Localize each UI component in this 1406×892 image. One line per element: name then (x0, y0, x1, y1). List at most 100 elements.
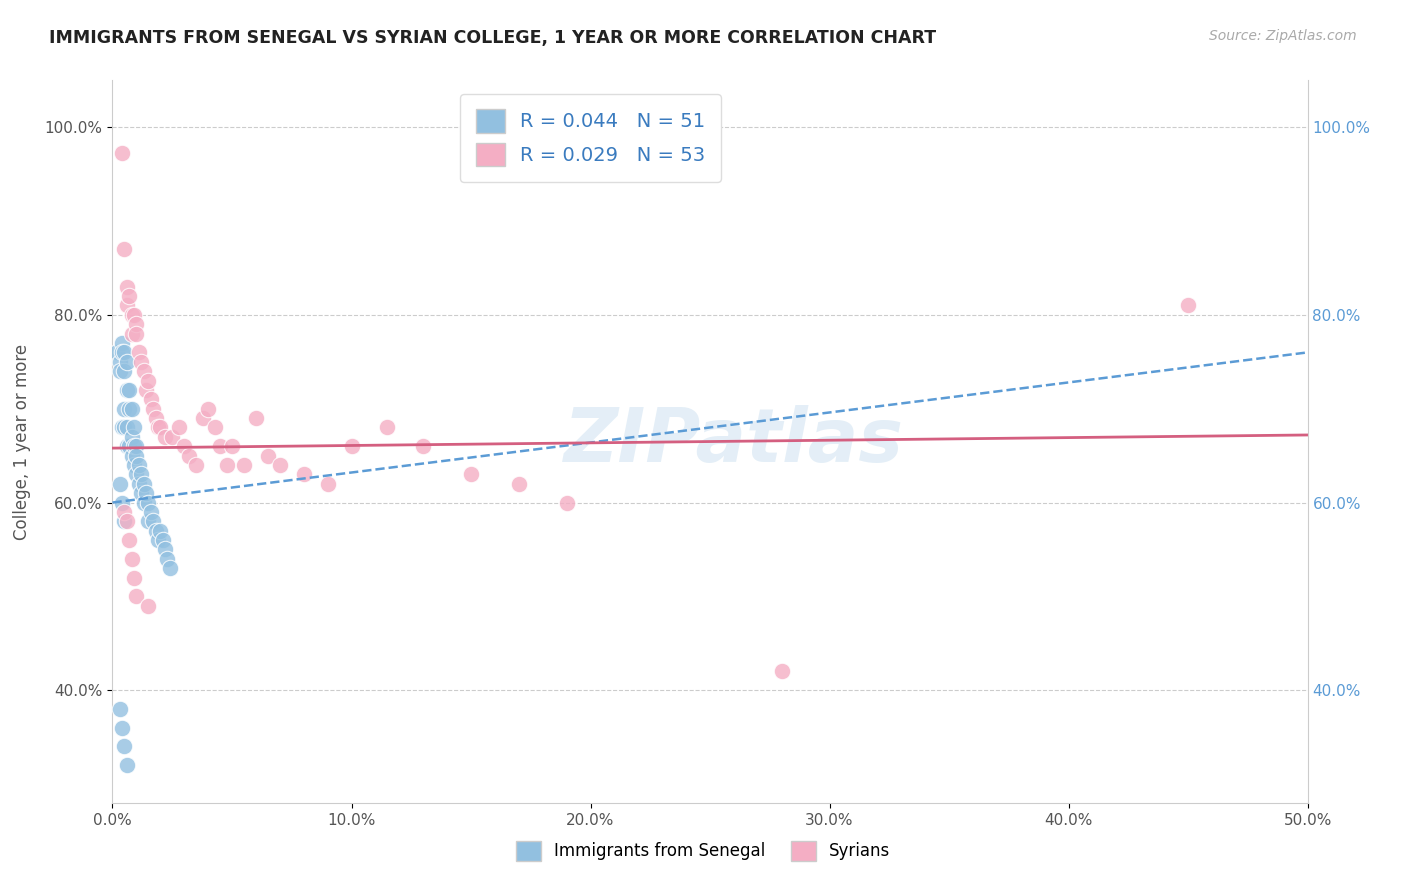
Point (125, 467, 148, 482)
Point (197, 401, 219, 416)
Point (153, 542, 176, 557)
Point (269, 458, 291, 472)
Point (145, 524, 167, 538)
Point (125, 439, 148, 453)
Point (114, 505, 135, 519)
Point (135, 486, 157, 500)
Point (177, 449, 200, 463)
Point (138, 495, 160, 509)
Point (111, 420, 134, 434)
Legend: R = 0.044   N = 51, R = 0.029   N = 53: R = 0.044 N = 51, R = 0.029 N = 53 (460, 94, 721, 182)
Point (138, 514, 160, 528)
Point (121, 326, 143, 341)
Point (125, 590, 148, 604)
Point (159, 561, 181, 575)
Point (121, 449, 143, 463)
Point (111, 146, 134, 161)
Point (114, 242, 135, 256)
Point (770, 665, 793, 679)
Point (138, 599, 160, 613)
Point (114, 420, 135, 434)
Point (1177, 298, 1199, 312)
Point (204, 420, 226, 434)
Point (108, 476, 131, 491)
Point (217, 458, 239, 472)
Point (122, 571, 145, 585)
Point (149, 524, 172, 538)
Point (115, 355, 138, 369)
Point (108, 702, 131, 716)
Point (128, 476, 150, 491)
Point (138, 374, 160, 388)
Point (129, 467, 152, 482)
Point (111, 336, 134, 351)
Point (257, 449, 280, 463)
Point (316, 476, 339, 491)
Point (128, 345, 150, 359)
Point (162, 430, 183, 444)
Point (221, 439, 243, 453)
Point (115, 383, 138, 397)
Point (139, 392, 162, 407)
Point (169, 420, 191, 434)
Point (173, 439, 195, 453)
Point (340, 439, 363, 453)
Point (292, 467, 315, 482)
Point (377, 420, 399, 434)
Point (105, 345, 128, 359)
Point (125, 449, 148, 463)
Text: ZIPatlas: ZIPatlas (564, 405, 904, 478)
Point (152, 533, 174, 547)
Point (132, 364, 155, 378)
Legend: Immigrants from Senegal, Syrians: Immigrants from Senegal, Syrians (509, 834, 897, 868)
Point (245, 411, 267, 425)
Point (145, 411, 167, 425)
Point (108, 364, 131, 378)
Point (209, 439, 232, 453)
Point (111, 495, 134, 509)
Point (121, 401, 143, 416)
Point (233, 458, 256, 472)
Point (142, 401, 165, 416)
Point (153, 430, 176, 444)
Point (115, 439, 138, 453)
Point (108, 355, 131, 369)
Point (128, 458, 150, 472)
Point (122, 439, 145, 453)
Point (122, 458, 145, 472)
Point (115, 514, 138, 528)
Point (193, 411, 215, 425)
Point (135, 383, 157, 397)
Point (114, 345, 135, 359)
Point (118, 401, 141, 416)
Text: Source: ZipAtlas.com: Source: ZipAtlas.com (1209, 29, 1357, 43)
Point (122, 420, 145, 434)
Point (115, 758, 138, 772)
Point (146, 420, 169, 434)
Point (115, 279, 138, 293)
Point (111, 345, 134, 359)
Point (122, 308, 145, 322)
Point (146, 533, 169, 547)
Point (149, 420, 172, 434)
Point (114, 364, 135, 378)
Point (132, 476, 155, 491)
Point (121, 551, 143, 566)
Point (460, 467, 482, 482)
Point (118, 383, 141, 397)
Point (118, 533, 141, 547)
Point (156, 551, 179, 566)
Point (118, 289, 141, 303)
Point (121, 308, 143, 322)
Point (129, 486, 152, 500)
Point (115, 420, 138, 434)
Point (139, 505, 162, 519)
Point (186, 458, 208, 472)
Point (132, 495, 155, 509)
Y-axis label: College, 1 year or more: College, 1 year or more (13, 343, 31, 540)
Point (114, 514, 135, 528)
Point (114, 739, 135, 754)
Point (114, 401, 135, 416)
Point (555, 495, 578, 509)
Point (129, 355, 152, 369)
